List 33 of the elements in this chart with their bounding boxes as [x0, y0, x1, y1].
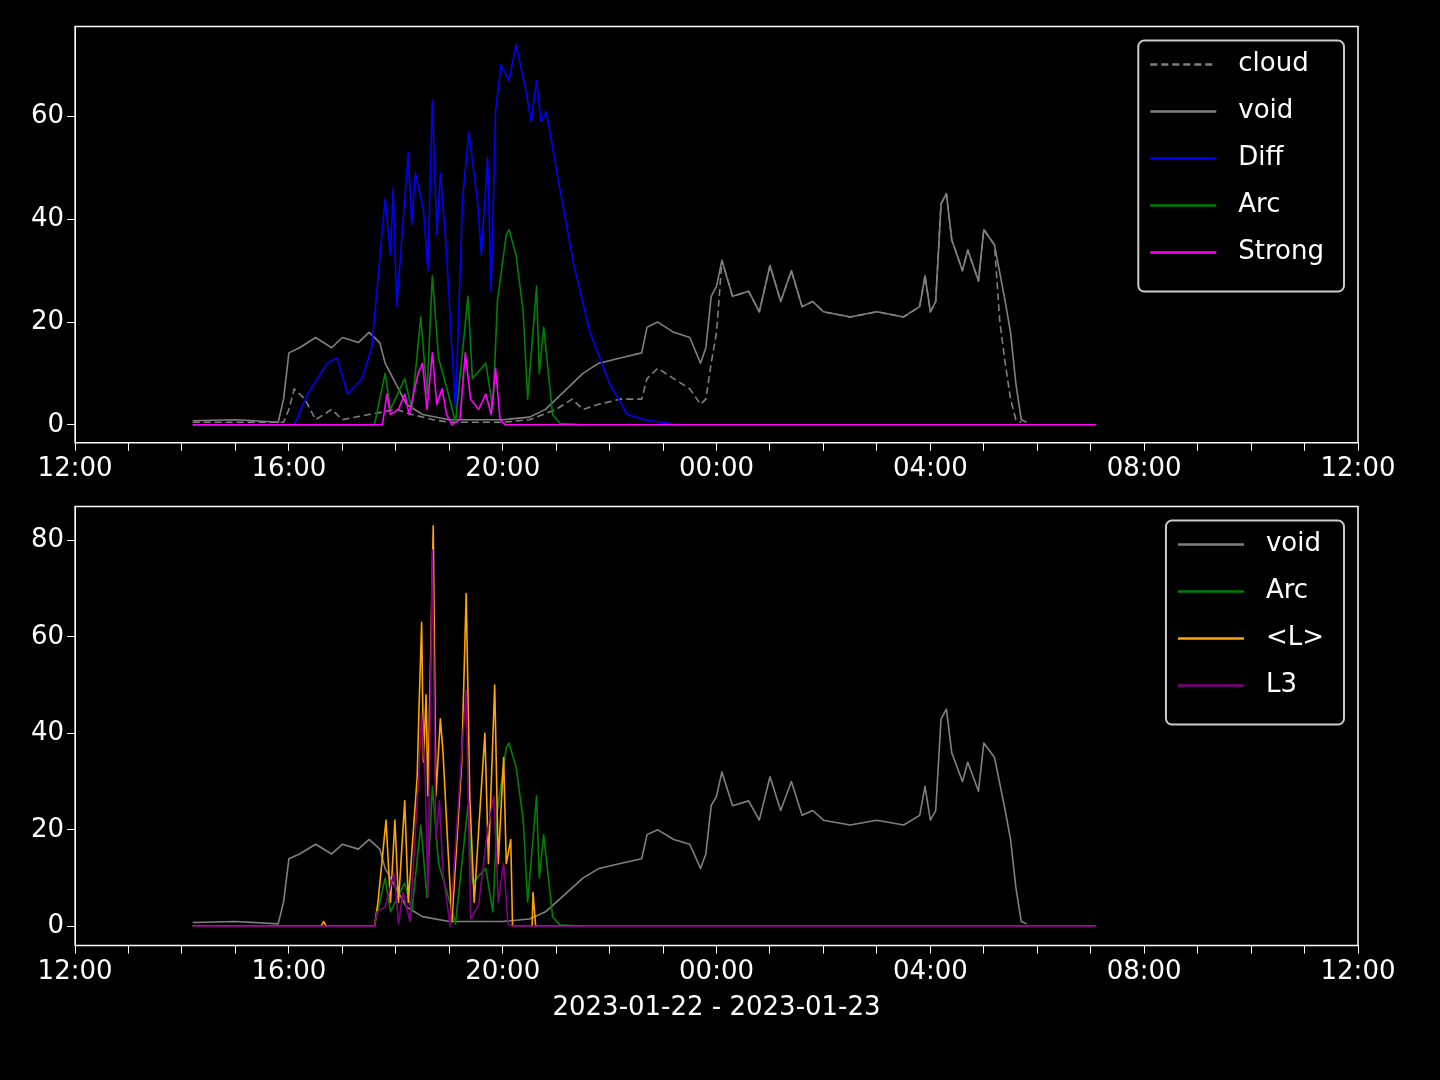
x-axis-title: 2023-01-22 - 2023-01-23	[552, 991, 881, 1022]
y-tick-label: 80	[30, 523, 65, 554]
x-tick-label: 20:00	[465, 452, 541, 483]
y-tick-label: 0	[47, 909, 65, 940]
y-tick-label: 60	[30, 619, 65, 650]
x-tick-label: 12:00	[1320, 954, 1396, 985]
x-tick-label: 04:00	[892, 954, 968, 985]
x-tick-label: 16:00	[251, 954, 327, 985]
legend-label: Arc	[1238, 188, 1281, 219]
legend-label: Arc	[1265, 574, 1309, 605]
legend-label: Strong	[1238, 235, 1325, 266]
x-tick-label: 16:00	[251, 452, 327, 483]
y-tick-label: 60	[30, 99, 65, 130]
x-tick-label: 08:00	[1106, 452, 1182, 483]
legend-label: void	[1265, 527, 1321, 558]
legend-label: void	[1238, 94, 1294, 125]
x-tick-label: 12:00	[37, 954, 113, 985]
legend-label: L3	[1265, 668, 1297, 699]
y-tick-label: 40	[30, 716, 65, 747]
y-tick-label: 40	[30, 202, 65, 233]
x-tick-label: 04:00	[892, 452, 968, 483]
x-tick-label: 00:00	[679, 452, 755, 483]
legend-label: Diff	[1238, 141, 1285, 172]
x-tick-label: 08:00	[1106, 954, 1182, 985]
x-tick-label: 12:00	[37, 452, 113, 483]
x-tick-label: 12:00	[1320, 452, 1396, 483]
y-tick-label: 20	[30, 812, 65, 843]
legend-label: <L>	[1265, 621, 1325, 652]
x-tick-label: 20:00	[465, 954, 541, 985]
x-tick-label: 00:00	[679, 954, 755, 985]
y-tick-label: 0	[47, 407, 65, 438]
legend-label: cloud	[1238, 47, 1309, 78]
y-tick-label: 20	[30, 304, 65, 335]
